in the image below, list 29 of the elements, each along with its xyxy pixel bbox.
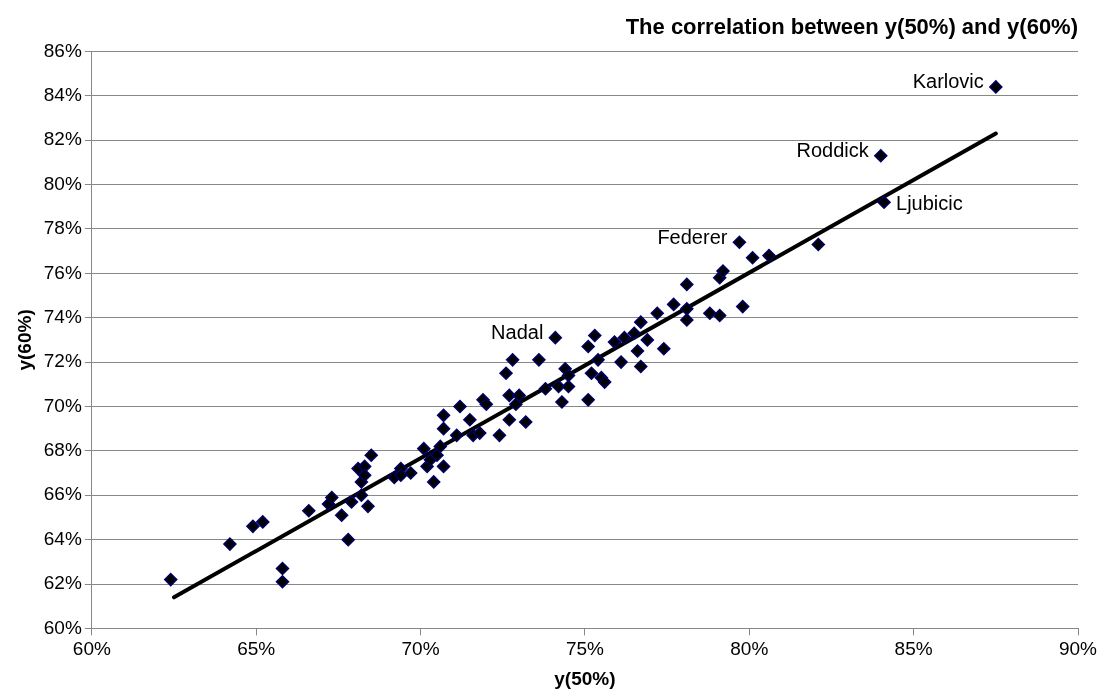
y-tick-label: 86%: [43, 39, 82, 61]
y-tick-label: 78%: [43, 217, 82, 239]
annotation: Roddick: [796, 139, 870, 162]
y-tick-label: 66%: [43, 483, 82, 505]
y-tick-label: 70%: [43, 394, 82, 416]
y-tick-label: 84%: [43, 84, 82, 106]
x-tick-label: 70%: [401, 638, 440, 660]
chart-title: The correlation between y(50%) and y(60%): [625, 14, 1078, 40]
y-tick-label: 62%: [43, 572, 82, 594]
y-tick-label: 68%: [43, 439, 82, 461]
y-tick-label: 82%: [43, 128, 82, 150]
y-tick-label: 74%: [43, 305, 82, 327]
x-tick-label: 90%: [1058, 638, 1098, 660]
x-tick-label: 65%: [237, 638, 276, 660]
annotation: Karlovic: [912, 70, 984, 93]
y-tick-label: 76%: [43, 261, 82, 283]
x-tick-label: 80%: [730, 638, 769, 660]
y-tick-label: 72%: [43, 350, 82, 372]
y-tick-label: 80%: [43, 172, 82, 194]
x-tick-label: 75%: [565, 638, 605, 660]
x-tick-label: 60%: [72, 638, 111, 660]
y-tick-label: 60%: [43, 616, 82, 638]
y-tick-label: 64%: [43, 527, 82, 549]
y-axis-title: y(60%): [13, 309, 35, 371]
annotation: Nadal: [491, 321, 544, 344]
x-tick-label: 85%: [894, 638, 933, 660]
x-axis-title: y(50%): [554, 667, 616, 689]
annotation: Ljubicic: [896, 191, 963, 214]
annotation: Federer: [657, 225, 728, 248]
